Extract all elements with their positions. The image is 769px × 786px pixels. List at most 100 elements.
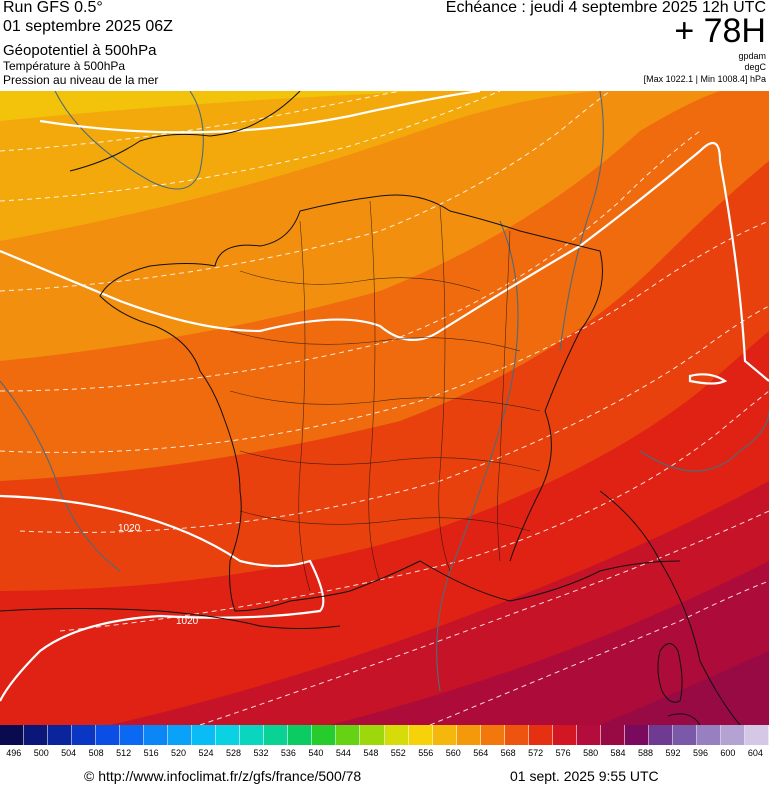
isobar-label: 1020	[118, 523, 141, 534]
colorbar-swatch	[456, 725, 481, 745]
colorbar-label: 604	[747, 748, 763, 758]
department-line	[497, 230, 511, 562]
colorbar-label: 524	[198, 748, 214, 758]
department-line	[438, 205, 451, 572]
colorbar-label: 600	[720, 748, 736, 758]
isobar-line	[0, 494, 325, 702]
department-line	[229, 330, 521, 352]
colorbar-swatch	[336, 725, 361, 745]
colorbar-swatch	[432, 725, 457, 745]
colorbar-swatch	[648, 725, 673, 745]
colorbar-swatch	[384, 725, 409, 745]
coastline-france	[99, 210, 301, 612]
colorbar-label: 496	[6, 748, 22, 758]
forecast-valid-time: Echéance : jeudi 4 septembre 2025 12h UT…	[445, 0, 766, 16]
unit-geopotential: gpdam	[738, 51, 766, 61]
colorbar-label: 584	[610, 748, 626, 758]
colorbar-swatch	[240, 725, 265, 745]
isobar-line	[688, 373, 728, 385]
colorbar-labels: 496 500 504 508 512 516 520 524 528 532 536 540 544 5…	[0, 748, 769, 762]
colorbar-label: 532	[253, 748, 269, 758]
department-line	[239, 450, 541, 472]
weather-map-svg: 1020 1020	[0, 91, 769, 725]
department-line	[239, 510, 531, 532]
source-url[interactable]: © http://www.infoclimat.fr/z/gfs/france/…	[84, 768, 362, 784]
colorbar-swatch	[48, 725, 73, 745]
colorbar-label: 568	[500, 748, 516, 758]
colorbar-label: 588	[638, 748, 654, 758]
colorbar-swatch	[480, 725, 505, 745]
colorbar-swatch	[600, 725, 625, 745]
colorbar	[0, 725, 769, 745]
secondary-contours	[0, 91, 769, 692]
colorbar-swatch	[168, 725, 193, 745]
colorbar-label: 500	[33, 748, 49, 758]
parameter-temperature: Température à 500hPa	[3, 59, 126, 73]
colorbar-swatch	[120, 725, 145, 745]
colorbar-swatch	[552, 725, 577, 745]
weather-map[interactable]: 1020 1020	[0, 91, 769, 725]
colorbar-label: 504	[61, 748, 77, 758]
secondary-contour-line	[436, 220, 519, 692]
run-title: Run GFS 0.5°	[3, 0, 103, 16]
colorbar-label: 512	[116, 748, 132, 758]
parameter-geopotential: Géopotentiel à 500hPa	[3, 42, 157, 59]
generated-timestamp: 01 sept. 2025 9:55 UTC	[510, 768, 659, 784]
colorbar-label: 580	[583, 748, 599, 758]
colorbar-swatch	[672, 725, 697, 745]
colorbar-label: 536	[280, 748, 296, 758]
island-sardinia	[667, 713, 701, 725]
department-line	[298, 220, 311, 592]
band-7	[330, 561, 769, 725]
colorbar-swatch	[72, 725, 97, 745]
run-date: 01 septembre 2025 06Z	[3, 18, 173, 35]
coastline-italy	[599, 490, 741, 725]
secondary-contour-line	[639, 410, 769, 472]
colorbar-label: 552	[390, 748, 406, 758]
colorbar-label: 528	[225, 748, 241, 758]
colorbar-swatch	[24, 725, 49, 745]
colorbar-swatch	[312, 725, 337, 745]
colorbar-label: 516	[143, 748, 159, 758]
colorbar-swatch	[744, 725, 769, 745]
colorbar-label: 508	[88, 748, 104, 758]
colorbar-swatch	[144, 725, 169, 745]
colorbar-label: 572	[528, 748, 544, 758]
coastline-mediterranean	[289, 560, 681, 602]
department-line	[229, 390, 541, 412]
colorbar-swatch	[360, 725, 385, 745]
coastline-uk	[69, 91, 301, 172]
isotherm-line	[0, 220, 769, 453]
isobar-line	[39, 91, 481, 134]
isobar-line	[0, 141, 769, 382]
colorbar-swatch	[504, 725, 529, 745]
colorbar-swatch	[528, 725, 553, 745]
lead-time: + 78H	[674, 12, 766, 50]
colorbar-swatch	[720, 725, 745, 745]
colorbar-label: 576	[555, 748, 571, 758]
colorbar-swatch	[216, 725, 241, 745]
pressure-range: [Max 1022.1 | Min 1008.4] hPa	[643, 74, 766, 84]
country-borders	[0, 91, 741, 725]
colorbar-swatch	[408, 725, 433, 745]
secondary-contour-line	[54, 91, 204, 190]
isotherm-line	[199, 510, 769, 725]
isotherm-line	[0, 91, 501, 202]
colorbar-swatch	[96, 725, 121, 745]
isotherm-line	[0, 91, 401, 152]
isobars	[0, 91, 769, 702]
unit-temperature: degC	[744, 62, 766, 72]
department-line	[368, 200, 381, 582]
colorbar-swatch	[696, 725, 721, 745]
coastline-spain	[0, 608, 341, 629]
colorbar-swatch	[288, 725, 313, 745]
colorbar-label: 596	[692, 748, 708, 758]
isobar-label: 1020	[176, 616, 199, 627]
colorbar-swatch	[624, 725, 649, 745]
isotherm-line	[59, 390, 769, 632]
colorbar-swatch	[264, 725, 289, 745]
colorbar-label: 544	[335, 748, 351, 758]
colorbar-label: 520	[171, 748, 187, 758]
parameter-pressure: Pression au niveau de la mer	[3, 73, 159, 87]
secondary-contour-line	[0, 380, 121, 572]
